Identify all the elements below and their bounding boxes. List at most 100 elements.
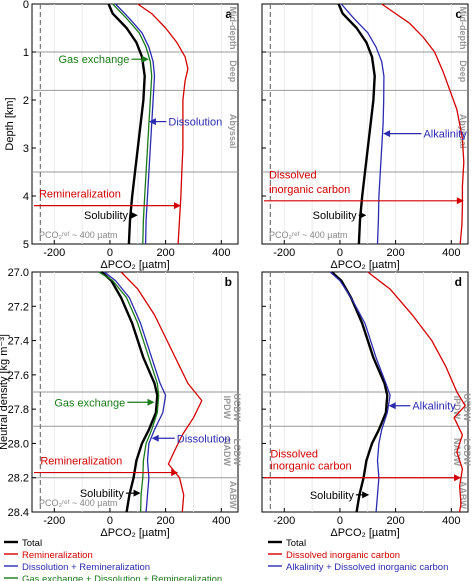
legend-label: Remineralization [22, 550, 93, 561]
y-tick-label: 3 [23, 143, 29, 155]
series-line-remin [120, 271, 203, 513]
legend-label: Gas exchange + Dissolution + Remineraliz… [22, 574, 222, 581]
x-axis-label: ΔPCO₂ [µatm] [330, 527, 399, 539]
x-tick-label: 200 [386, 515, 404, 527]
series-line-alk_dic [329, 271, 391, 513]
legend-label: Total [286, 538, 306, 549]
panel-letter: c [455, 7, 462, 21]
y-tick-label: 4 [23, 191, 29, 203]
y-tick-label: 27.2 [8, 301, 29, 313]
zone-label: UCDW [232, 393, 242, 421]
zone-label: Deep [228, 60, 238, 83]
y-tick-label: 27.8 [8, 404, 29, 416]
process-label: Dissolution [177, 433, 231, 445]
process-label: Solubility [313, 210, 358, 222]
y-tick-label: 27.0 [8, 267, 29, 279]
label-arrowhead [151, 434, 159, 442]
y-tick-label: 28.4 [8, 507, 29, 519]
process-label: inorganic carbon [269, 184, 350, 196]
label-arrowhead [171, 469, 179, 477]
zone-label: Abyssal [458, 114, 468, 149]
x-tick-label: 400 [442, 515, 460, 527]
reference-label: PCO₂ʳᵉᶠ ~ 400 µatm [39, 498, 118, 508]
y-tick-label: 27.6 [8, 370, 29, 382]
series-line-gas [112, 3, 153, 245]
y-tick-label: 27.4 [8, 336, 29, 348]
series-line-dic [381, 3, 465, 245]
zone-label: AABW [458, 481, 468, 509]
x-tick-label: -200 [43, 515, 65, 527]
label-arrowhead [148, 118, 156, 126]
series-line-total [337, 3, 376, 245]
zone-label: LCDW [462, 439, 472, 466]
label-arrowhead [388, 402, 396, 410]
process-label: Solubility [80, 488, 125, 500]
process-label: Solubility [310, 490, 355, 502]
label-arrowhead [456, 197, 464, 205]
process-label: Alkalinity [412, 401, 456, 413]
y-tick-label: 5 [23, 239, 29, 251]
reference-label: PCO₂ʳᵉᶠ ~ 400 µatm [269, 230, 348, 240]
plot-frame [31, 3, 239, 245]
process-label: Gas exchange [54, 397, 125, 409]
zone-label: Abyssal [228, 114, 238, 149]
legend-label: Dissolved inorganic carbon [286, 550, 400, 561]
label-arrowhead [173, 202, 181, 210]
label-arrowhead [454, 474, 462, 482]
label-arrowhead [130, 211, 138, 219]
zone-label: UCDW [462, 393, 472, 421]
legend-label: Alkalinity + Dissolved inorganic carbon [286, 562, 448, 573]
reference-label: PCO₂ʳᵉᶠ ~ 400 µatm [39, 230, 118, 240]
process-label: inorganic carbon [270, 461, 351, 473]
panel-letter: d [455, 275, 462, 289]
process-label: Dissolved [270, 449, 318, 461]
process-label: Remineralization [40, 456, 122, 468]
x-axis-label: ΔPCO₂ [µatm] [100, 527, 169, 539]
x-tick-label: 200 [386, 247, 404, 259]
x-tick-label: -200 [273, 247, 295, 259]
zone-label: NADW [222, 438, 232, 466]
y-tick-label: 1 [23, 47, 29, 59]
x-tick-label: 400 [212, 247, 230, 259]
x-tick-label: -200 [43, 247, 65, 259]
y-tick-label: 2 [23, 95, 29, 107]
series-line-dic [367, 271, 466, 513]
series-line-gas [98, 271, 160, 513]
x-tick-label: 400 [442, 247, 460, 259]
process-label: Dissolution [168, 117, 222, 129]
x-tick-label: 0 [337, 515, 343, 527]
y-axis-label: Neutral density [kg m⁻³] [0, 334, 10, 450]
x-tick-label: 0 [107, 247, 113, 259]
x-axis-label: ΔPCO₂ [µatm] [330, 259, 399, 271]
zone-label: IPDW [452, 396, 462, 420]
legend-label: Total [22, 538, 42, 549]
label-arrowhead [362, 491, 370, 499]
zone-label: Deep [458, 60, 468, 83]
x-tick-label: 200 [156, 247, 174, 259]
label-arrowhead [141, 55, 149, 63]
process-label: Alkalinity [423, 129, 467, 141]
x-tick-label: 0 [107, 515, 113, 527]
legend-label: Dissolution + Remineralization [22, 562, 150, 573]
zone-label: LCDW [232, 439, 242, 466]
panel-b: -200 0 200 400 ΔPCO₂ [µatm] 27.0 27.2 27.4 27.6 2… [0, 267, 242, 539]
label-arrowhead [147, 398, 155, 406]
zone-label: Mid-depth [458, 7, 468, 50]
label-arrowhead [359, 211, 367, 219]
process-label: Solubility [84, 210, 129, 222]
y-tick-label: 28.0 [8, 438, 29, 450]
series-line-diss [104, 271, 167, 513]
x-axis-label: ΔPCO₂ [µatm] [100, 259, 169, 271]
label-arrowhead [133, 489, 141, 497]
panel-letter: b [225, 275, 232, 289]
zone-label: IPDW [222, 396, 232, 420]
y-tick-label: 28.2 [8, 473, 29, 485]
plot-frame [261, 3, 469, 245]
x-tick-label: -200 [273, 515, 295, 527]
x-tick-label: 0 [337, 247, 343, 259]
